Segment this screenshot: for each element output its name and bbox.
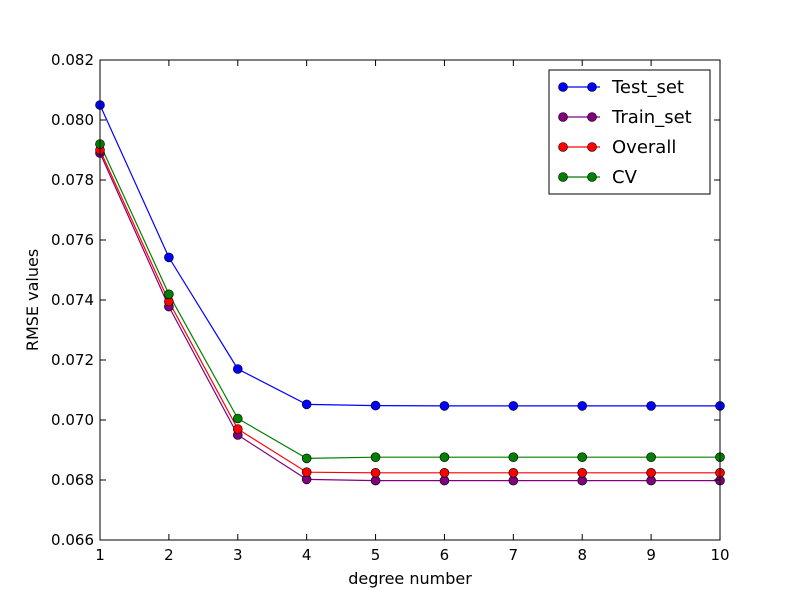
series-line-train-set	[99, 152, 720, 482]
y-tick-label: 0.068	[51, 471, 94, 489]
data-point-cv	[370, 452, 381, 463]
y-tick-label: 0.072	[51, 351, 94, 369]
legend-label-overall: Overall	[612, 137, 676, 158]
x-tick-label: 1	[95, 546, 105, 564]
data-point-cv	[439, 452, 450, 463]
data-point-cv	[577, 452, 588, 463]
x-tick-label: 9	[646, 546, 656, 564]
legend-label-test-set: Test_set	[611, 77, 684, 98]
legend-marker-test-set	[587, 82, 597, 92]
data-point-test-set	[577, 401, 588, 411]
data-point-overall	[370, 467, 381, 478]
data-point-overall	[577, 467, 588, 478]
x-axis-label: degree number	[348, 569, 472, 588]
data-point-cv	[164, 289, 174, 300]
x-tick-label: 2	[164, 546, 174, 564]
series-layer	[95, 100, 725, 486]
legend-marker-cv	[558, 172, 568, 182]
x-tick-label: 4	[302, 546, 312, 564]
data-point-test-set	[508, 401, 519, 411]
data-point-test-set	[164, 252, 174, 263]
ticks-layer: 1 2 3 4 5 6 7 8 9 10 0.066 0.068 0.070 0.072 0.074 0.07…	[51, 51, 730, 564]
y-tick-label: 0.080	[51, 111, 94, 129]
series-line-overall	[99, 149, 720, 474]
y-tick-label: 0.066	[51, 531, 94, 549]
legend-marker-test-set	[558, 82, 568, 92]
data-point-test-set	[301, 399, 312, 410]
data-point-test-set	[646, 401, 656, 411]
labels-layer: degree number RMSE values	[23, 249, 472, 588]
x-tick-label: 10	[710, 546, 729, 564]
data-point-overall	[232, 424, 243, 434]
legend-marker-overall	[558, 142, 568, 152]
y-tick-label: 0.082	[51, 51, 94, 69]
data-point-cv	[301, 453, 312, 464]
data-point-overall	[301, 467, 312, 478]
data-point-overall	[439, 467, 450, 478]
legend-marker-cv	[587, 172, 597, 182]
y-tick-label: 0.074	[51, 291, 94, 309]
legend-frame	[548, 69, 711, 195]
legend-label-train-set: Train_set	[611, 107, 692, 128]
data-point-cv	[508, 452, 519, 463]
legend-marker-train-set	[558, 112, 568, 122]
y-axis-label: RMSE values	[23, 249, 42, 351]
data-point-cv	[646, 452, 656, 463]
y-tick-label: 0.070	[51, 411, 94, 429]
data-point-test-set	[232, 364, 243, 374]
series-line-cv	[99, 143, 720, 460]
data-point-test-set	[439, 401, 450, 411]
data-point-test-set	[370, 400, 381, 411]
x-tick-label: 7	[509, 546, 519, 564]
legend-label-cv: CV	[612, 167, 638, 188]
data-point-cv	[232, 413, 243, 424]
x-tick-label: 5	[371, 546, 381, 564]
data-point-overall	[508, 467, 519, 478]
x-tick-label: 3	[233, 546, 243, 564]
data-point-overall	[646, 467, 656, 478]
legend-marker-overall	[587, 142, 597, 152]
y-tick-label: 0.076	[51, 231, 94, 249]
y-tick-label: 0.078	[51, 171, 94, 189]
x-tick-label: 8	[577, 546, 587, 564]
series-line-test-set	[99, 104, 720, 407]
legend-marker-train-set	[587, 112, 597, 122]
legend: Test_set Train_set Overall CV	[548, 69, 711, 195]
x-tick-label: 6	[440, 546, 450, 564]
